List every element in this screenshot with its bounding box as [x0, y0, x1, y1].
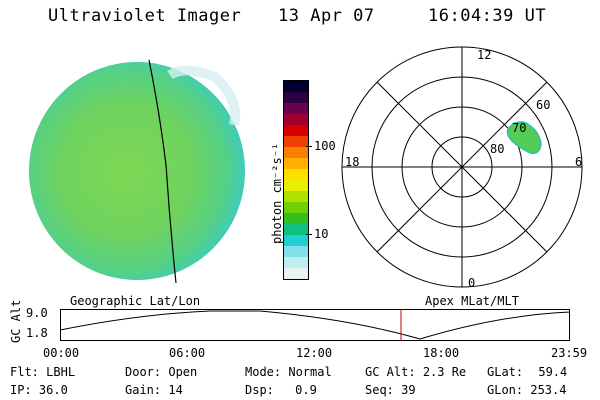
dsp-value: 0.9 — [295, 383, 317, 397]
filter-field: Flt: LBHL — [10, 365, 75, 379]
dsp-label: Dsp: — [245, 383, 274, 397]
date-label: 13 Apr 07 — [278, 6, 375, 26]
colorbar-segment — [284, 92, 308, 103]
gain-label: Gain: — [125, 383, 162, 397]
disk-noise — [29, 62, 245, 280]
mode-field: Mode: Normal — [245, 365, 332, 379]
colorbar-unit-label: photon cm⁻²s⁻¹ — [270, 142, 284, 244]
door-value: Open — [168, 365, 198, 379]
filter-label: Flt: — [10, 365, 39, 379]
timeline-frame — [60, 309, 570, 341]
ip-label: IP: — [10, 383, 32, 397]
colorbar-segment — [284, 191, 308, 202]
polar-axis-diagonal-2 — [376, 81, 548, 253]
colorbar — [283, 80, 309, 280]
gain-field: Gain: 14 — [125, 383, 183, 397]
glon-field: GLon: 253.4 — [487, 383, 566, 397]
glon-value: 253.4 — [530, 383, 567, 397]
gc-alt-label: GC Alt: — [365, 365, 416, 379]
timeline-xtick-0000: 00:00 — [43, 346, 80, 360]
timeline-xtick-1800: 18:00 — [423, 346, 460, 360]
disk-limb-glow — [167, 65, 241, 127]
glon-label: GLon: — [487, 383, 524, 397]
auroral-patch — [506, 121, 542, 155]
mode-value: Normal — [288, 365, 332, 379]
glat-field: GLat: 59.4 — [487, 365, 567, 379]
timeline-xtick-0600: 06:00 — [169, 346, 206, 360]
terminator-line — [148, 59, 177, 284]
polar-lat-60: 60 — [536, 98, 550, 112]
ip-value: 36.0 — [38, 383, 68, 397]
colorbar-segment — [284, 246, 308, 257]
filter-value: LBHL — [46, 365, 76, 379]
timeline-left-title: Geographic Lat/Lon — [70, 294, 201, 308]
colorbar-tick-label-100: 100 — [314, 139, 336, 153]
colorbar-segment — [284, 136, 308, 147]
seq-field: Seq: 39 — [365, 383, 416, 397]
ip-field: IP: 36.0 — [10, 383, 68, 397]
polar-lat-80: 80 — [490, 142, 504, 156]
polar-hour-0: 0 — [468, 276, 475, 290]
glat-label: GLat: — [487, 365, 524, 379]
seq-value: 39 — [401, 383, 416, 397]
colorbar-segment — [284, 169, 308, 180]
time-label: 16:04:39 UT — [428, 6, 547, 26]
colorbar-segment — [284, 202, 308, 213]
door-label: Door: — [125, 365, 162, 379]
instrument-title: Ultraviolet Imager — [48, 6, 242, 26]
colorbar-segment — [284, 81, 308, 92]
glat-value: 59.4 — [538, 365, 568, 379]
timeline-ytick-high: 9.0 — [26, 306, 48, 320]
colorbar-segment — [284, 180, 308, 191]
polar-plot: 12 18 6 0 60 70 80 — [341, 46, 583, 290]
earth-disk-image — [29, 59, 245, 284]
gain-value: 14 — [168, 383, 183, 397]
timeline-ytick-low: 1.8 — [26, 326, 48, 340]
timeline-xtick-1200: 12:00 — [296, 346, 333, 360]
colorbar-segment — [284, 158, 308, 169]
colorbar-segment — [284, 268, 308, 279]
gc-alt-field: GC Alt: 2.3 Re — [365, 365, 466, 379]
mode-label: Mode: — [245, 365, 282, 379]
seq-label: Seq: — [365, 383, 394, 397]
polar-hour-12: 12 — [477, 48, 491, 62]
door-field: Door: Open — [125, 365, 197, 379]
gc-alt-value: 2.3 Re — [422, 365, 467, 379]
colorbar-tick-10 — [306, 234, 312, 235]
colorbar-tick-100 — [306, 146, 312, 147]
altitude-curve — [60, 310, 571, 340]
polar-hour-6: 6 — [575, 155, 582, 169]
colorbar-segment — [284, 103, 308, 114]
colorbar-segment — [284, 147, 308, 158]
polar-lat-70: 70 — [512, 121, 526, 135]
colorbar-segment — [284, 235, 308, 246]
timeline-xtick-2359: 23:59 — [551, 346, 588, 360]
colorbar-segment — [284, 114, 308, 125]
colorbar-segment — [284, 257, 308, 268]
polar-hour-18: 18 — [345, 155, 359, 169]
timeline-ylabel: GC Alt — [9, 299, 23, 343]
colorbar-tick-label-10: 10 — [314, 227, 329, 241]
colorbar-segment — [284, 213, 308, 224]
colorbar-segment — [284, 224, 308, 235]
colorbar-segment — [284, 125, 308, 136]
dsp-field: Dsp: 0.9 — [245, 383, 317, 397]
timeline-right-title: Apex MLat/MLT — [425, 294, 519, 308]
timeline-plot — [60, 309, 571, 341]
